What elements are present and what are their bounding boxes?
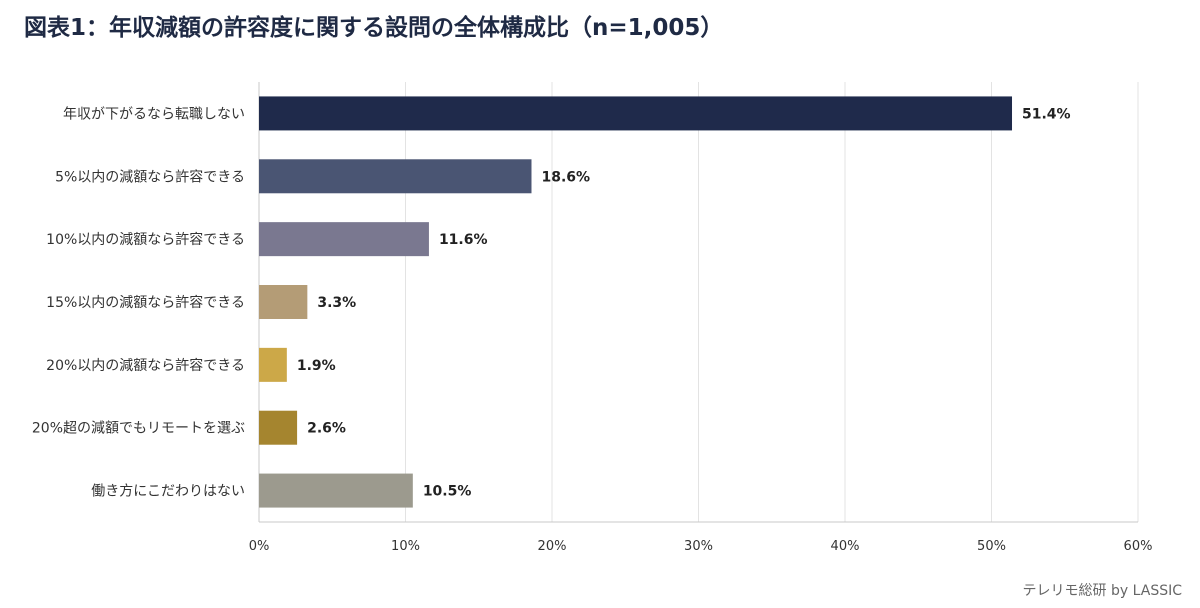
bar-6 bbox=[259, 473, 413, 508]
bar-0 bbox=[259, 96, 1013, 131]
bar-4 bbox=[259, 347, 287, 382]
category-label-2: 10%以内の減額なら許容できる bbox=[46, 231, 245, 248]
chart-title: 図表1：年収減額の許容度に関する設問の全体構成比（n=1,005） bbox=[24, 15, 724, 41]
bar-3 bbox=[259, 285, 308, 319]
bar-5 bbox=[259, 410, 298, 445]
x-tick-label-0: 0% bbox=[249, 539, 270, 554]
data-label-3: 3.3% bbox=[317, 295, 356, 311]
credit-text: テレリモ総研 by LASSIC bbox=[1022, 583, 1182, 599]
data-label-5: 2.6% bbox=[307, 421, 346, 437]
category-label-6: 働き方にこだわりはない bbox=[91, 484, 245, 500]
category-label-1: 5%以内の減額なら許容できる bbox=[55, 168, 245, 185]
category-label-4: 20%以内の減額なら許容できる bbox=[46, 357, 245, 374]
x-tick-label-30: 30% bbox=[684, 539, 713, 554]
category-label-3: 15%以内の減額なら許容できる bbox=[46, 294, 245, 311]
data-label-6: 10.5% bbox=[423, 484, 472, 500]
x-tick-label-20: 20% bbox=[538, 539, 567, 554]
data-label-1: 18.6% bbox=[541, 169, 590, 185]
x-tick-label-50: 50% bbox=[977, 539, 1006, 554]
x-tick-label-10: 10% bbox=[391, 539, 420, 554]
category-label-0: 年収が下がるなら転職しない bbox=[63, 106, 245, 122]
data-label-4: 1.9% bbox=[297, 358, 336, 374]
data-label-2: 11.6% bbox=[439, 232, 488, 248]
category-label-5: 20%超の減額でもリモートを選ぶ bbox=[32, 420, 245, 437]
x-tick-label-40: 40% bbox=[831, 539, 860, 554]
bar-1 bbox=[259, 159, 532, 194]
bar-2 bbox=[259, 222, 429, 257]
x-tick-label-60: 60% bbox=[1124, 539, 1153, 554]
data-label-0: 51.4% bbox=[1022, 106, 1071, 122]
